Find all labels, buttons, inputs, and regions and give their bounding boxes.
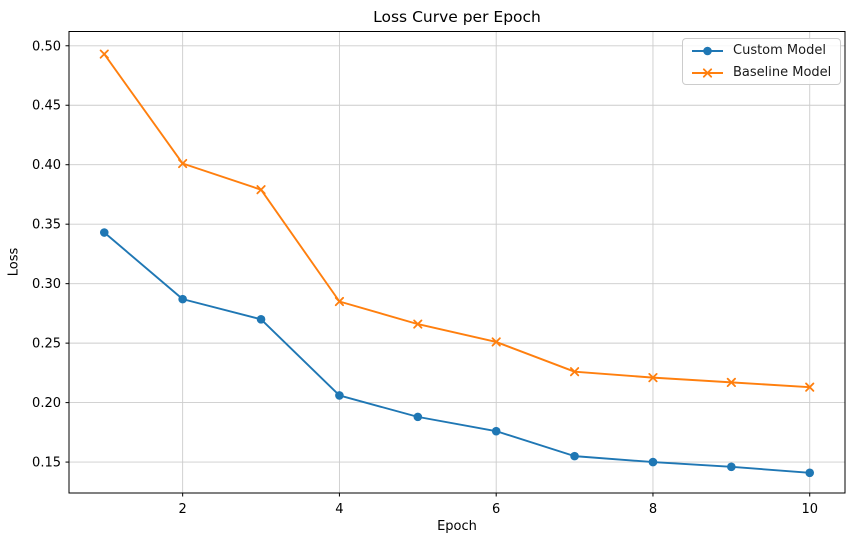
data-point-circle <box>178 294 187 304</box>
data-point-x <box>805 382 815 392</box>
y-tick-label: 0.15 <box>32 456 61 471</box>
y-axis-label: Loss <box>6 247 22 277</box>
data-point-circle <box>99 228 109 237</box>
data-point-circle <box>805 468 815 478</box>
data-point-x <box>648 373 658 383</box>
data-point-circle <box>256 315 266 324</box>
legend-item: Baseline Model <box>691 63 840 83</box>
data-point-x <box>256 185 266 195</box>
data-point-x <box>569 367 580 377</box>
y-tick-label: 0.50 <box>32 39 61 54</box>
series-line-custom-model <box>103 231 811 474</box>
x-tick-label: 4 <box>335 502 343 517</box>
x-axis-label: Epoch <box>437 519 477 534</box>
y-tick-label: 0.20 <box>32 396 61 411</box>
data-point-x <box>726 377 736 387</box>
x-tick-label: 2 <box>179 502 187 517</box>
data-point-circle <box>648 457 658 467</box>
legend-label: Custom Model <box>733 43 826 58</box>
x-tick-label: 6 <box>492 502 500 517</box>
data-point-x <box>99 49 109 59</box>
y-tick-label: 0.35 <box>32 218 61 233</box>
series-line-baseline-model <box>103 53 811 389</box>
y-tick-label: 0.45 <box>32 99 61 114</box>
x-tick-label: 8 <box>649 502 657 517</box>
data-point-x <box>178 158 188 169</box>
data-point-x <box>334 296 345 307</box>
data-point-x <box>413 319 423 329</box>
legend-x-marker-icon <box>692 67 723 78</box>
plot-border <box>68 31 846 494</box>
y-tick-label: 0.30 <box>32 277 61 292</box>
x-tick-label: 10 <box>801 502 818 517</box>
y-tick-label: 0.40 <box>32 158 61 173</box>
legend-label: Baseline Model <box>733 65 832 80</box>
data-point-circle <box>335 391 344 400</box>
data-point-x <box>491 337 501 347</box>
data-point-circle <box>491 426 501 436</box>
chart-title: Loss Curve per Epoch <box>373 8 541 26</box>
data-point-circle <box>413 412 423 422</box>
legend-item: Custom Model <box>691 41 840 61</box>
data-point-circle <box>727 462 736 472</box>
legend-circle-marker-icon <box>692 46 723 55</box>
legend: Custom Model Baseline Model <box>682 38 841 85</box>
y-tick-label: 0.25 <box>32 337 61 352</box>
data-point-circle <box>570 451 579 461</box>
